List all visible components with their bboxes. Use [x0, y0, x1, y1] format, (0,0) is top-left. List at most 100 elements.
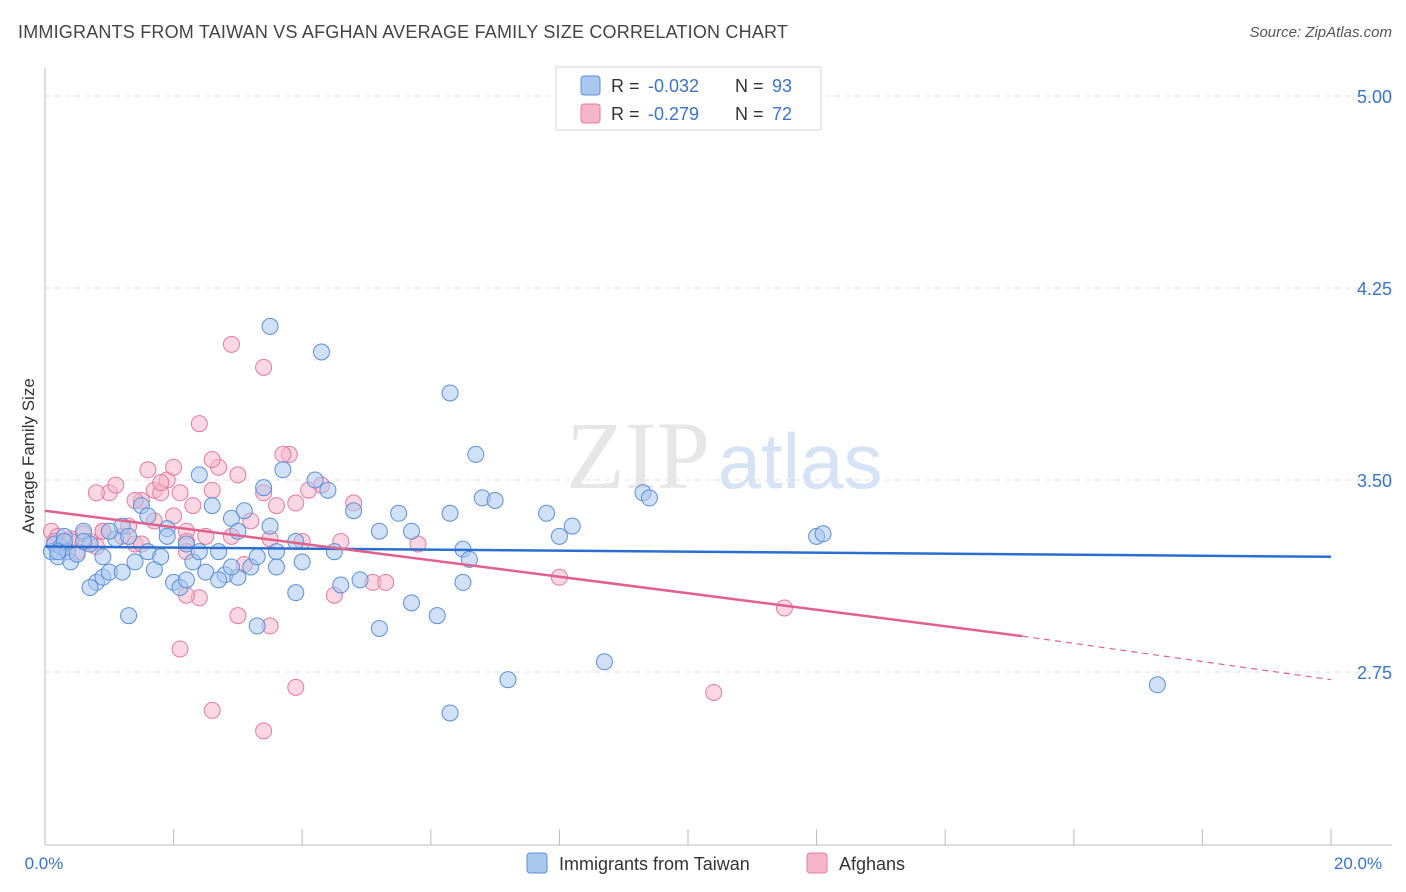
afghan-point [203, 481, 221, 499]
afghan-point [287, 678, 305, 696]
taiwan-point [499, 671, 517, 689]
taiwan-point [441, 704, 459, 722]
taiwan-point [190, 543, 208, 561]
afghan-point [165, 458, 183, 476]
taiwan-point [441, 504, 459, 522]
taiwan-point [538, 504, 556, 522]
taiwan-point [113, 563, 131, 581]
legend-taiwan-swatch [526, 852, 548, 874]
x-ticks [44, 829, 1332, 845]
afghan-legend-swatch [580, 103, 601, 124]
afghan-point [152, 474, 170, 492]
taiwan-point [1148, 676, 1166, 694]
taiwan-point [267, 558, 285, 576]
afghan-point [171, 484, 189, 502]
taiwan-point [319, 481, 337, 499]
afghan-point [203, 451, 221, 469]
taiwan-point [190, 466, 208, 484]
y-tick-label: 3.50 [1357, 471, 1392, 491]
afghan-point [184, 497, 202, 515]
afghan-point [255, 358, 273, 376]
taiwan-point [152, 548, 170, 566]
legend-afghan-swatch [806, 852, 828, 874]
axes [44, 68, 1392, 846]
taiwan-point [640, 489, 658, 507]
taiwan-point [403, 522, 421, 540]
source-label: Source: ZipAtlas.com [1249, 24, 1392, 41]
gridlines [45, 95, 1392, 673]
y-axis-label: Average Family Size [19, 378, 38, 534]
taiwan-point [563, 517, 581, 535]
taiwan-n-label: N = [735, 76, 764, 96]
taiwan-point [139, 507, 157, 525]
afghan-n-value: 72 [772, 104, 792, 124]
afghan-point [775, 599, 793, 617]
chart-title: IMMIGRANTS FROM TAIWAN VS AFGHAN AVERAGE… [18, 22, 789, 42]
taiwan-point [126, 553, 144, 571]
watermark-atlas: atlas [718, 417, 883, 505]
taiwan-n-value: 93 [772, 76, 792, 96]
afghan-point [377, 573, 395, 591]
taiwan-point [158, 527, 176, 545]
taiwan-point [345, 502, 363, 520]
taiwan-point [293, 553, 311, 571]
afghan-points [42, 335, 793, 740]
taiwan-point [267, 543, 285, 561]
taiwan-point [222, 558, 240, 576]
afghan-point [87, 484, 105, 502]
taiwan-point [120, 607, 138, 625]
x-tick-label-max: 20.0% [1334, 854, 1382, 873]
afghan-point [705, 683, 723, 701]
taiwan-point [351, 571, 369, 589]
taiwan-points [42, 317, 1166, 722]
taiwan-point [120, 527, 138, 545]
afghan-point [287, 494, 305, 512]
taiwan-point [460, 550, 478, 568]
afghan-n-label: N = [735, 104, 764, 124]
taiwan-point [312, 343, 330, 361]
taiwan-point [177, 571, 195, 589]
taiwan-point [94, 548, 112, 566]
legend-afghan-label: Afghans [839, 854, 905, 874]
taiwan-point [467, 445, 485, 463]
taiwan-legend-swatch [580, 75, 601, 96]
series-legend: Immigrants from Taiwan Afghans [526, 852, 905, 874]
taiwan-point [370, 619, 388, 637]
taiwan-point [550, 527, 568, 545]
afghan-point [171, 640, 189, 658]
taiwan-point [248, 548, 266, 566]
taiwan-point [203, 497, 221, 515]
taiwan-point [261, 317, 279, 335]
y-tick-label: 4.25 [1357, 279, 1392, 299]
afghan-point [229, 607, 247, 625]
taiwan-point [235, 502, 253, 520]
taiwan-trend-line [44, 545, 1332, 559]
afghan-point [139, 461, 157, 479]
x-tick-label-min: 0.0% [25, 854, 64, 873]
afghan-point [190, 415, 208, 433]
taiwan-point [454, 573, 472, 591]
afghan-point [255, 722, 273, 740]
taiwan-point [75, 532, 93, 550]
taiwan-point [403, 594, 421, 612]
taiwan-point [332, 576, 350, 594]
taiwan-point [287, 584, 305, 602]
stats-legend: R = -0.032 N = 93 R = -0.279 N = 72 [555, 66, 822, 131]
afghan-point [203, 701, 221, 719]
taiwan-point [390, 504, 408, 522]
taiwan-point [210, 543, 228, 561]
afghan-r-label: R = [611, 104, 640, 124]
taiwan-point [486, 491, 504, 509]
taiwan-point [274, 461, 292, 479]
taiwan-point [100, 522, 118, 540]
y-tick-label: 5.00 [1357, 87, 1392, 107]
taiwan-point [595, 653, 613, 671]
afghan-point [222, 335, 240, 353]
taiwan-point [261, 517, 279, 535]
taiwan-point [255, 479, 273, 497]
taiwan-point [306, 471, 324, 489]
trend-lines [44, 509, 1332, 681]
taiwan-point [210, 571, 228, 589]
afghan-point [229, 466, 247, 484]
